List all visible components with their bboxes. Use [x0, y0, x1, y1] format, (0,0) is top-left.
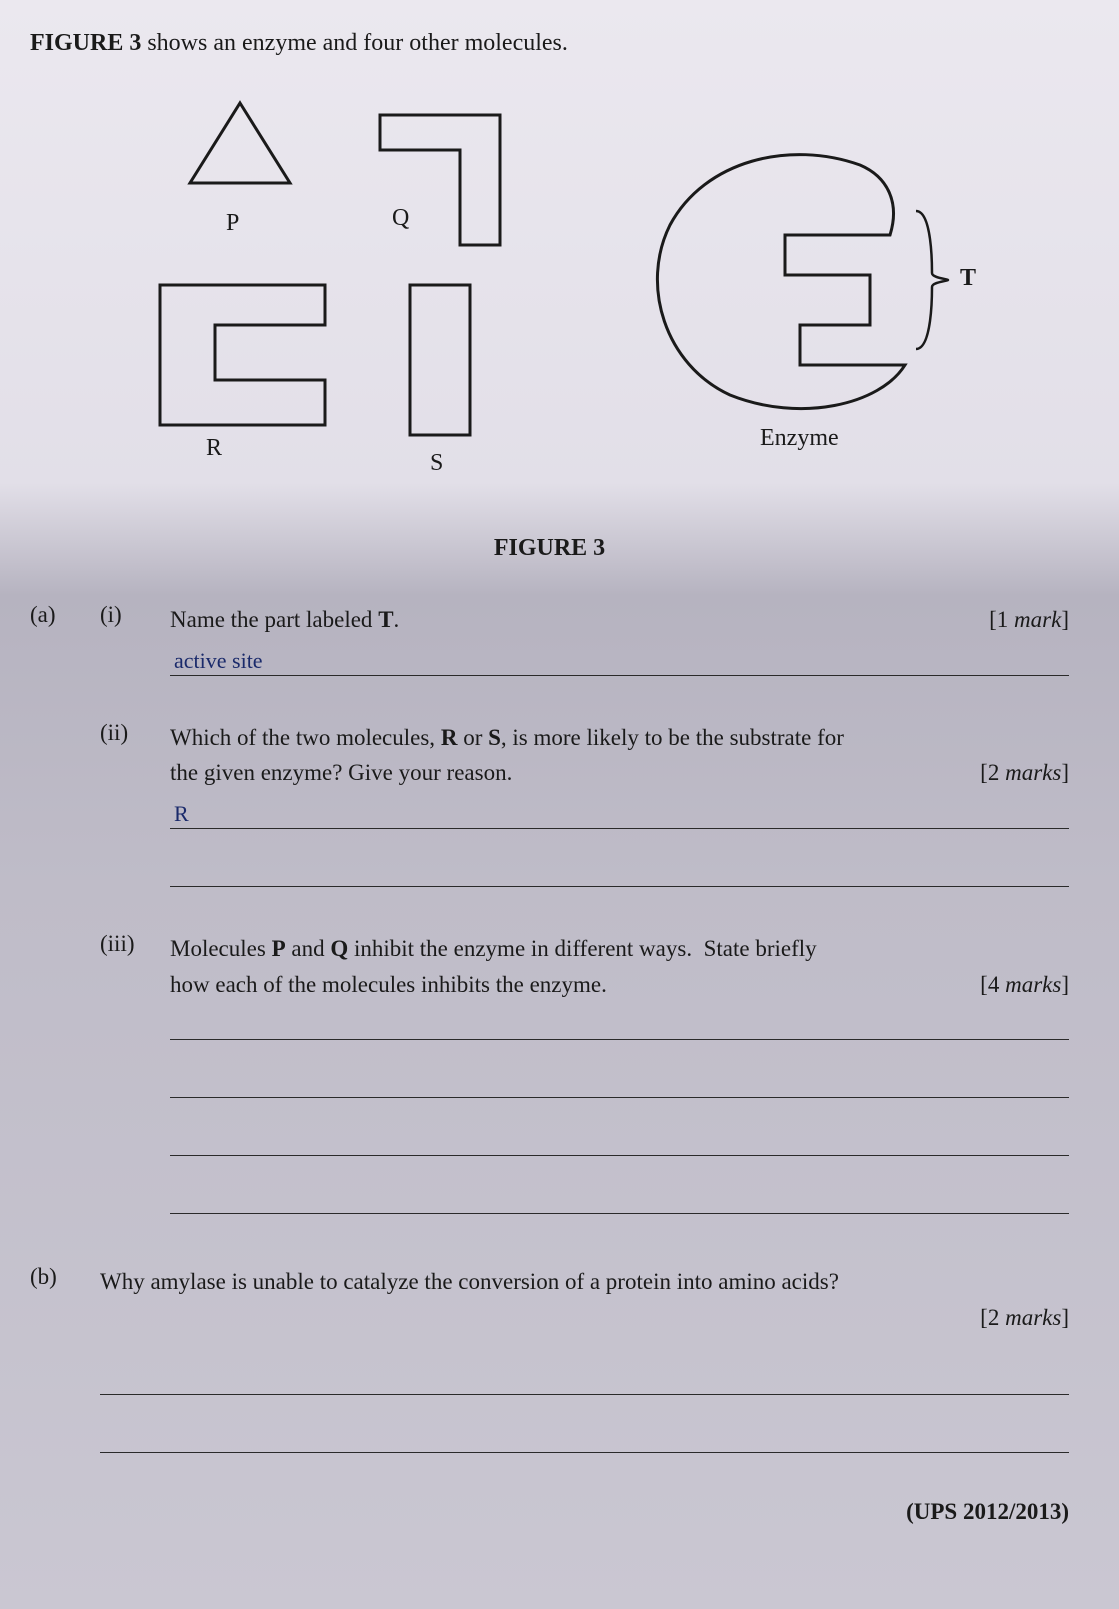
shape-q-lshape — [370, 105, 520, 255]
shape-r-notch — [150, 275, 340, 435]
answer-line-b-2[interactable] — [100, 1421, 1069, 1453]
answer-line-a-iii-4[interactable] — [170, 1182, 1069, 1214]
text-a-iii-l1: Molecules P and Q inhibit the enzyme in … — [170, 936, 817, 961]
label-s: S — [430, 450, 443, 477]
label-t: T — [960, 265, 976, 292]
worksheet-page: FIGURE 3 shows an enzyme and four other … — [0, 0, 1119, 1609]
shape-s-rect — [400, 275, 490, 445]
shape-p-triangle — [180, 95, 300, 195]
exam-source: (UPS 2012/2013) — [30, 1499, 1069, 1525]
marks-b: [2 marks] — [980, 1300, 1069, 1336]
question-a-iii: (iii) Molecules P and Q inhibit the enzy… — [30, 931, 1069, 1240]
marks-a-iii: [4 marks] — [980, 967, 1069, 1003]
label-a: (a) — [30, 602, 100, 628]
label-enzyme: Enzyme — [760, 425, 839, 452]
figure-caption: FIGURE 3 — [30, 535, 1069, 562]
question-a-ii: (ii) Which of the two molecules, R or S,… — [30, 720, 1069, 913]
label-p: P — [226, 210, 239, 237]
figure-intro: FIGURE 3 shows an enzyme and four other … — [30, 30, 1069, 57]
text-a-ii-l1: Which of the two molecules, R or S, is m… — [170, 725, 844, 750]
figure-3-diagram: P Q R S T Enzyme — [30, 75, 1069, 525]
label-a-iii: (iii) — [100, 931, 170, 957]
marks-a-i: [1 mark] — [989, 602, 1069, 638]
label-q: Q — [392, 205, 409, 232]
answer-line-a-i[interactable]: active site — [170, 644, 1069, 676]
marks-a-ii: [2 marks] — [980, 755, 1069, 791]
text-b: Why amylase is unable to catalyze the co… — [100, 1269, 839, 1294]
label-a-ii: (ii) — [100, 720, 170, 746]
intro-rest: shows an enzyme and four other molecules… — [147, 30, 568, 56]
answer-line-a-iii-2[interactable] — [170, 1066, 1069, 1098]
text-a-iii-l2: how each of the molecules inhibits the e… — [170, 972, 607, 997]
label-r: R — [206, 435, 222, 462]
answer-line-a-ii-2[interactable] — [170, 855, 1069, 887]
text-a-ii-l2: the given enzyme? Give your reason. — [170, 760, 512, 785]
question-b: (b) Why amylase is unable to catalyze th… — [30, 1264, 1069, 1479]
question-a-i: (a) (i) [1 mark] Name the part labeled T… — [30, 602, 1069, 702]
shape-enzyme — [610, 135, 940, 435]
student-answer-a-ii: R — [174, 797, 189, 831]
label-a-i: (i) — [100, 602, 170, 628]
answer-line-b-1[interactable] — [100, 1363, 1069, 1395]
student-answer-a-i: active site — [174, 644, 263, 678]
label-b: (b) — [30, 1264, 100, 1290]
answer-line-a-iii-1[interactable] — [170, 1008, 1069, 1040]
text-a-i: Name the part labeled T. — [170, 607, 399, 632]
answer-line-a-ii-1[interactable]: R — [170, 797, 1069, 829]
brace-t — [910, 205, 955, 355]
answer-line-a-iii-3[interactable] — [170, 1124, 1069, 1156]
